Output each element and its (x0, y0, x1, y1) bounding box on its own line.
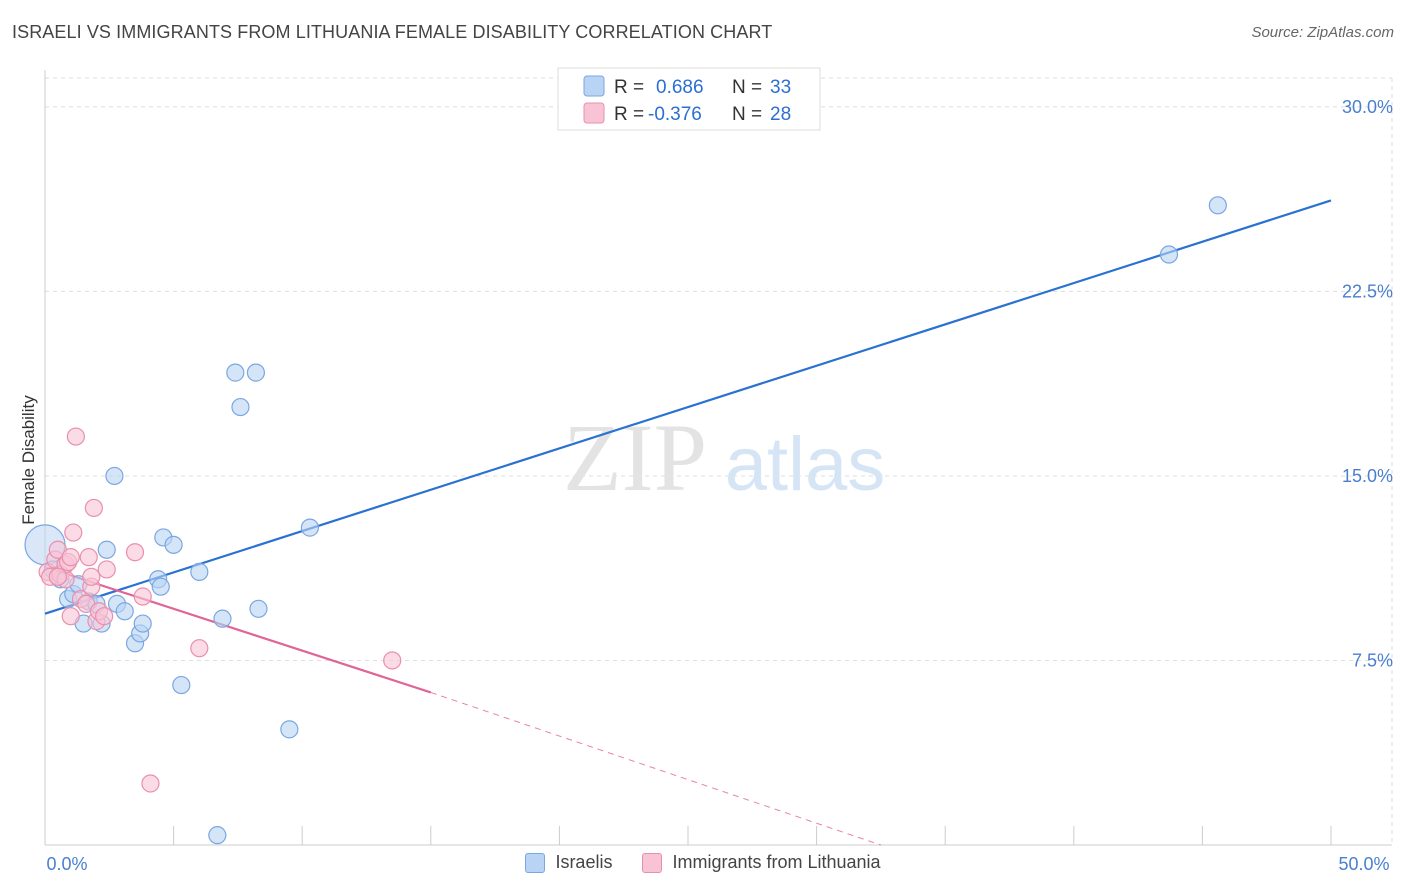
blue-point (249, 599, 268, 618)
blue-trend-line (44, 199, 1332, 615)
bottom-legend-label: Immigrants from Lithuania (672, 852, 881, 872)
legend-r-value: 0.686 (656, 77, 704, 98)
x-tick-label: 0.0% (46, 854, 87, 874)
pink-point (383, 651, 402, 670)
pink-point (82, 567, 101, 586)
correlation-legend: R = 0.686 N = 33 R = -0.376 N = 28 (557, 67, 821, 131)
blue-point (1208, 196, 1227, 215)
blue-point (190, 562, 209, 582)
legend-r-value: -0.376 (648, 104, 702, 125)
y-tick-label: 30.0% (1342, 97, 1393, 117)
x-tick-label: 50.0% (1338, 854, 1389, 874)
pink-point (133, 587, 152, 606)
pink-point (95, 607, 114, 626)
blue-point (226, 363, 245, 382)
legend-swatch-pink (583, 102, 605, 124)
blue-point (280, 720, 299, 739)
blue-point (300, 518, 320, 537)
axis-layer: 7.5% 15.0% 22.5% 30.0% 0.0% 50.0% (44, 70, 1393, 874)
legend-r-label: R = (614, 77, 644, 98)
bottom-legend: Israelis Immigrants from Lithuania (0, 852, 1406, 873)
watermark-zip: ZIP (563, 404, 707, 511)
points-layer (24, 196, 1227, 845)
pink-point (190, 639, 209, 658)
blue-point (105, 466, 124, 486)
watermark: ZIP atlas (563, 404, 885, 511)
pink-point (84, 498, 103, 518)
watermark-atlas: atlas (725, 422, 886, 507)
pink-point (61, 607, 80, 626)
blue-point (164, 535, 183, 554)
y-tick-label: 15.0% (1342, 466, 1393, 486)
blue-point (231, 397, 250, 417)
blue-point (208, 826, 227, 845)
pink-point (125, 543, 145, 562)
y-axis-label: Female Disability (19, 395, 38, 525)
pink-point (141, 774, 160, 793)
legend-n-value: 28 (770, 104, 791, 125)
legend-r-label: R = (614, 104, 644, 125)
pink-point (48, 567, 67, 586)
blue-point (115, 602, 134, 621)
pink-point (66, 427, 85, 446)
pink-trend-extension (430, 691, 882, 846)
blue-point (213, 609, 232, 628)
blue-point (133, 614, 152, 633)
legend-swatch-blue (583, 75, 605, 97)
legend-n-label: N = (732, 104, 762, 125)
chart-title: ISRAELI VS IMMIGRANTS FROM LITHUANIA FEM… (12, 22, 773, 42)
bottom-legend-label: Israelis (555, 852, 613, 872)
blue-point (151, 577, 170, 596)
pink-point (97, 560, 116, 579)
pink-point (79, 548, 98, 567)
y-tick-label: 22.5% (1342, 281, 1393, 301)
bottom-legend-item-lithuania: Immigrants from Lithuania (642, 852, 881, 873)
blue-point (1159, 245, 1179, 264)
blue-point (97, 540, 116, 559)
bottom-legend-swatch-blue (525, 852, 546, 873)
source-label: Source: ZipAtlas.com (1251, 24, 1394, 41)
y-tick-label: 7.5% (1352, 650, 1393, 670)
bottom-legend-item-israelis: Israelis (525, 852, 612, 873)
grid-layer (45, 77, 1393, 845)
blue-point (246, 363, 266, 382)
pink-trend-line (44, 565, 432, 694)
pink-point (64, 523, 83, 542)
trend-layer (44, 199, 1332, 846)
legend-n-label: N = (732, 77, 762, 98)
bottom-legend-swatch-pink (642, 852, 663, 873)
pink-point (61, 548, 80, 567)
blue-point (172, 675, 191, 695)
legend-n-value: 33 (770, 77, 791, 98)
